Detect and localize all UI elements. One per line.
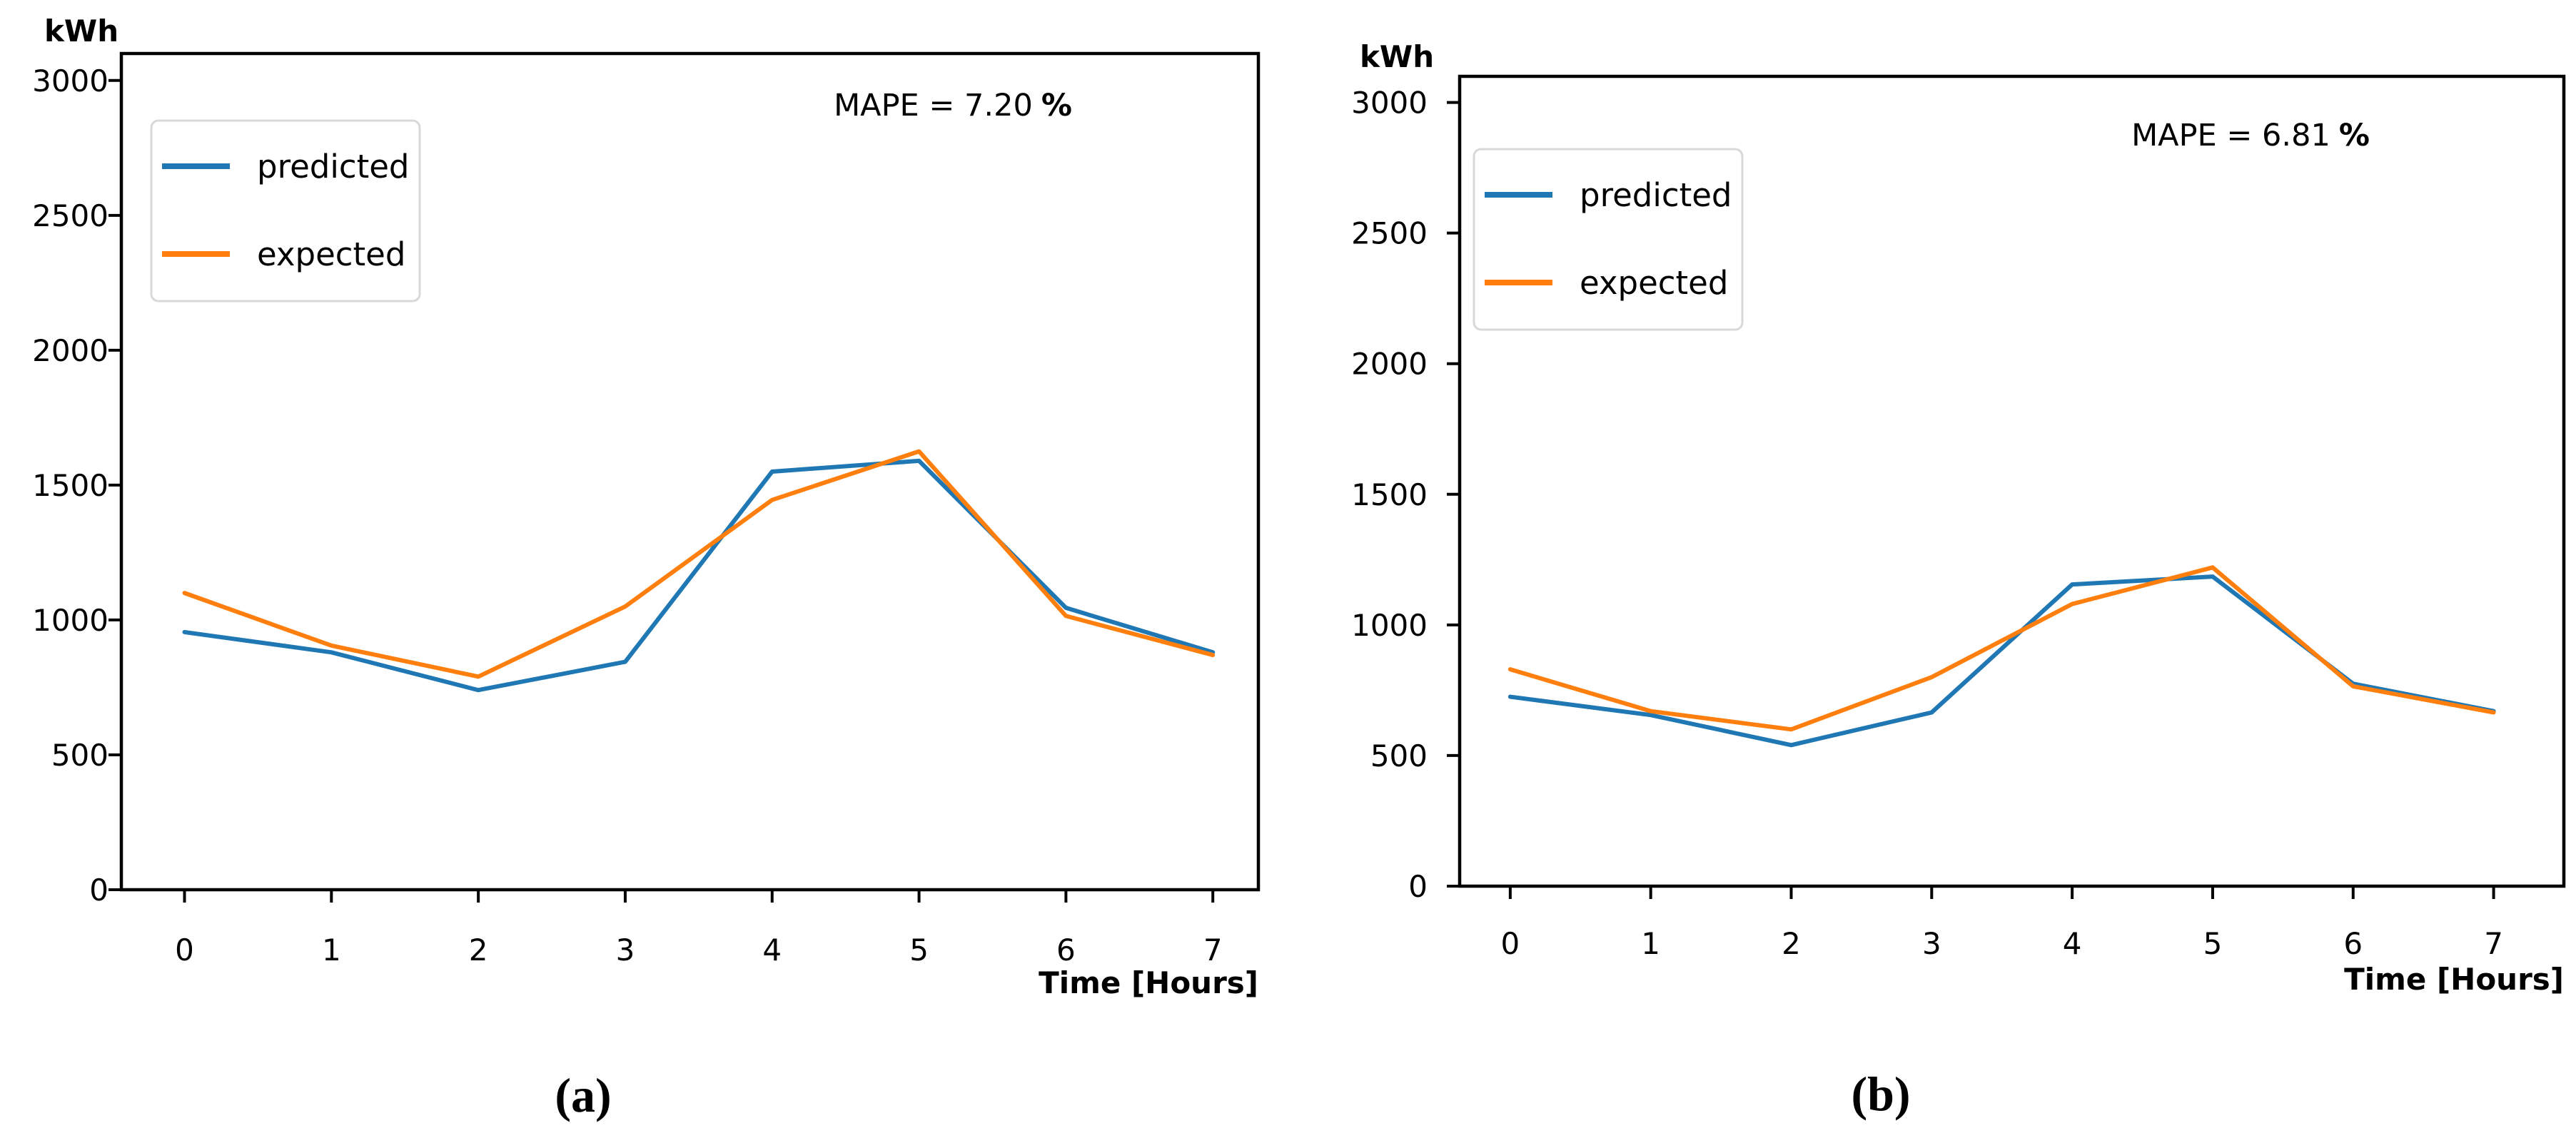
y-axis-ticks: 0 500 1000 1500 2000 2500 3000 bbox=[1351, 86, 1460, 904]
chart-b-legend: predicted expected bbox=[1473, 148, 1744, 331]
series-line-expected bbox=[1507, 565, 2496, 732]
chart-a-caption: (a) bbox=[555, 1068, 611, 1122]
chart-a-legend-label-predicted: predicted bbox=[257, 148, 409, 186]
x-tick-label: 3 bbox=[616, 933, 635, 967]
chart-a-x-axis-title: Time [Hours] bbox=[1039, 965, 1258, 1000]
x-tick-label: 2 bbox=[1782, 926, 1801, 961]
chart-b-mape-value: MAPE = 6.81 bbox=[2131, 118, 2330, 153]
chart-b-mape-annotation: MAPE = 6.81% bbox=[2131, 118, 2370, 153]
x-tick-label: 1 bbox=[1641, 926, 1660, 961]
x-tick-label: 1 bbox=[322, 933, 341, 967]
y-axis-ticks: 0 500 1000 1500 2000 2500 3000 bbox=[32, 64, 121, 908]
chart-b-caption: (b) bbox=[1851, 1067, 1910, 1121]
y-tick-label: 500 bbox=[51, 738, 108, 773]
chart-a-mape-value: MAPE = 7.20 bbox=[834, 88, 1033, 123]
chart-a-legend: predicted expected bbox=[150, 119, 421, 303]
y-tick-label: 1500 bbox=[1351, 477, 1428, 512]
chart-b-legend-label-expected: expected bbox=[1580, 264, 1728, 302]
x-tick-label: 6 bbox=[2343, 926, 2363, 961]
y-tick-label: 3000 bbox=[1351, 86, 1428, 121]
x-tick-label: 4 bbox=[762, 933, 782, 967]
chart-b-y-axis-unit-label: kWh bbox=[1360, 39, 1434, 74]
x-tick-label: 0 bbox=[1500, 926, 1520, 961]
chart-a-mape-percent-sign: % bbox=[1041, 88, 1072, 123]
plot-frame bbox=[1458, 74, 2566, 888]
chart-b-x-axis-title: Time [Hours] bbox=[2344, 962, 2564, 997]
y-tick-label: 1500 bbox=[32, 468, 108, 503]
x-axis-ticks: 0 1 2 3 4 5 6 7 bbox=[1500, 886, 2503, 961]
series-line-predicted bbox=[1507, 574, 2496, 748]
chart-a-mape-annotation: MAPE = 7.20% bbox=[834, 88, 1072, 123]
chart-a-legend-label-expected: expected bbox=[257, 235, 405, 273]
x-tick-label: 2 bbox=[469, 933, 488, 967]
x-tick-label: 3 bbox=[1922, 926, 1941, 961]
x-tick-label: 5 bbox=[2203, 926, 2223, 961]
chart-a-plot-area: 0 500 1000 1500 2000 2500 3000 0 1 2 3 4 5 6 7 bbox=[32, 51, 1261, 967]
chart-b-plot-area: 0 500 1000 1500 2000 2500 3000 0 1 2 3 4 5 6 7 bbox=[1351, 74, 2566, 961]
chart-a: 0 500 1000 1500 2000 2500 3000 0 1 2 3 4 5 6 7 kWh Tim… bbox=[32, 14, 1261, 1122]
x-axis-ticks: 0 1 2 3 4 5 6 7 bbox=[175, 890, 1223, 967]
x-tick-label: 0 bbox=[175, 933, 194, 967]
y-tick-label: 1000 bbox=[32, 603, 108, 638]
x-tick-label: 4 bbox=[2063, 926, 2082, 961]
series-line-predicted bbox=[182, 458, 1216, 693]
y-tick-label: 1000 bbox=[1351, 608, 1428, 643]
x-tick-label: 7 bbox=[2484, 926, 2503, 961]
chart-b: 0 500 1000 1500 2000 2500 3000 0 1 2 3 4 5 6 7 kWh Tim… bbox=[1351, 39, 2566, 1121]
y-tick-label: 0 bbox=[89, 873, 108, 908]
chart-b-legend-label-predicted: predicted bbox=[1580, 176, 1732, 214]
plot-frame bbox=[119, 51, 1261, 892]
x-tick-label: 5 bbox=[909, 933, 929, 967]
chart-a-y-axis-unit-label: kWh bbox=[44, 14, 118, 49]
x-tick-label: 7 bbox=[1203, 933, 1223, 967]
y-tick-label: 500 bbox=[1370, 738, 1428, 773]
x-tick-label: 6 bbox=[1056, 933, 1076, 967]
y-tick-label: 2000 bbox=[32, 333, 108, 368]
chart-b-mape-percent-sign: % bbox=[2339, 118, 2370, 153]
y-tick-label: 2500 bbox=[32, 198, 108, 233]
y-tick-label: 2500 bbox=[1351, 216, 1428, 251]
y-tick-label: 3000 bbox=[32, 64, 108, 98]
y-tick-label: 0 bbox=[1408, 869, 1428, 904]
series-line-expected bbox=[182, 449, 1216, 679]
y-tick-label: 2000 bbox=[1351, 347, 1428, 382]
